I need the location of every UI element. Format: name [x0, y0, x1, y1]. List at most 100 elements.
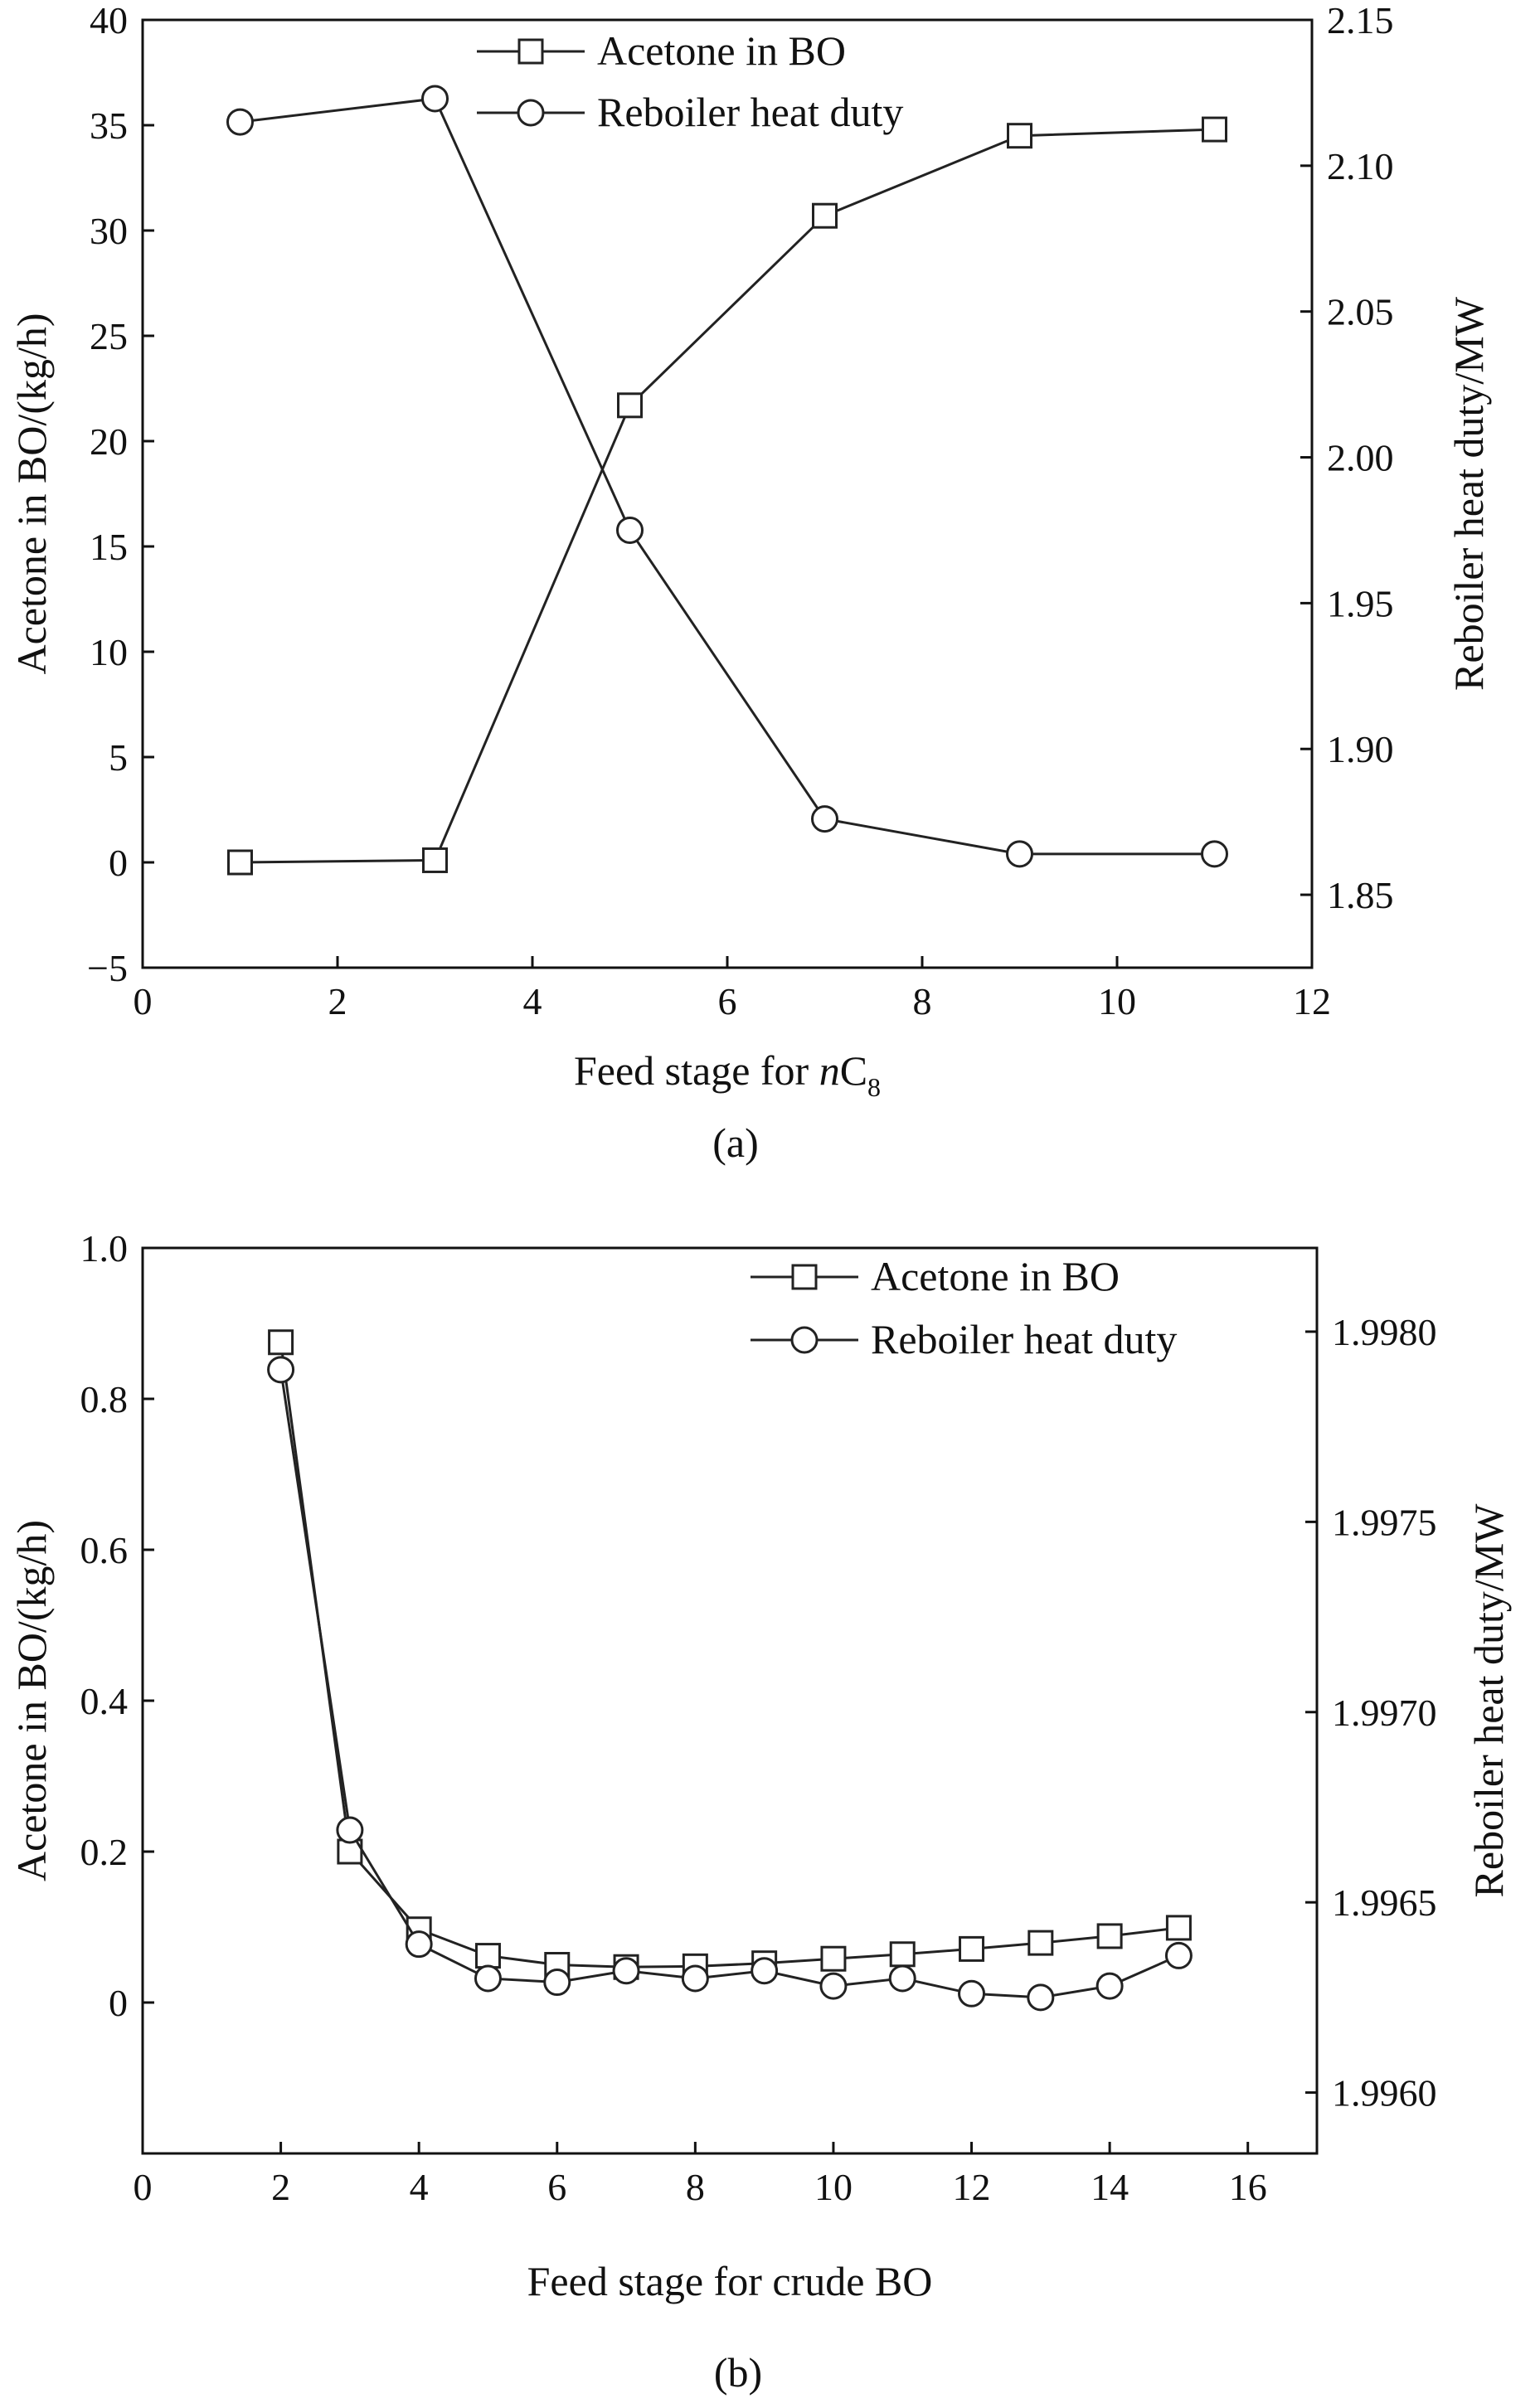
chart-a-reboiler-point	[811, 805, 838, 833]
chart-b-x-tick-label: 0	[134, 2166, 153, 2208]
chart-a-reboiler-point	[616, 516, 644, 544]
chart-b-reboiler-point	[267, 1356, 295, 1384]
chart-a-x-tick-label: 12	[1293, 980, 1331, 1022]
chart-a-y-left-tick-label: 0	[109, 842, 128, 884]
chart-b-y-right-tick-label: 1.9960	[1332, 2072, 1437, 2114]
chart-a-y-left-tick-label: 25	[90, 315, 128, 357]
chart-b-acetone-point	[1165, 1915, 1192, 1941]
chart-b-y-left-tick-label: 0.4	[80, 1680, 129, 1722]
chart-a-y-left-tick-label: 35	[90, 104, 128, 147]
chart-b-y-left-axis-title: Acetone in BO/(kg/h)	[8, 1520, 55, 1881]
chart-b-legend-acetone-label: Acetone in BO	[871, 1253, 1120, 1299]
chart-a-acetone-point	[812, 202, 838, 229]
chart-a-caption: (a)	[712, 1119, 759, 1166]
chart-b-y-right-tick-label: 1.9980	[1332, 1311, 1437, 1353]
chart-a-y-left-tick-label: 5	[109, 736, 128, 779]
chart-b-acetone-point	[959, 1935, 985, 1962]
chart-b-legend-acetone-marker	[791, 1264, 818, 1290]
chart-a-legend: Acetone in BO Reboiler heat duty	[477, 27, 903, 135]
chart-a-y-left-axis-title: Acetone in BO/(kg/h)	[8, 313, 55, 674]
chart-b-acetone-point	[474, 1943, 501, 1969]
chart-a-x-axis-title: Feed stage for nC8	[574, 1047, 881, 1102]
chart-a-acetone-point	[617, 392, 643, 419]
chart-b-y-right-tick-label: 1.9970	[1332, 1692, 1437, 1734]
chart-a-legend-reboiler-label: Reboiler heat duty	[597, 89, 903, 135]
chart-a-y-right-tick-label: 2.15	[1327, 0, 1394, 41]
chart-b-reboiler-point	[474, 1964, 502, 1993]
chart-a-y-right-axis-title: Reboiler heat duty/MW	[1445, 296, 1492, 691]
chart-a-series-acetone-line	[240, 128, 1215, 864]
chart-b-x-tick-label: 8	[686, 2166, 705, 2208]
chart-b-x-tick-label: 2	[271, 2166, 290, 2208]
chart-b-y-right-tick-label: 1.9975	[1332, 1501, 1437, 1543]
chart-b-y-left-tick-label: 0.2	[80, 1831, 129, 1873]
chart-b-reboiler-point	[958, 1979, 986, 2007]
chart-a-x-tick-label: 0	[134, 980, 153, 1022]
chart-a-y-left-tick-label: −5	[87, 947, 128, 989]
chart-b-caption: (b)	[714, 2349, 762, 2396]
chart-a-y-right-tick-label: 2.00	[1327, 437, 1394, 479]
chart-a-acetone-point	[422, 847, 448, 873]
chart-b: 0 2 4 6 8 10 12 14 16 0 0.2 0.4 0.6 0.8 1.0 1.9960 1.996…	[8, 1227, 1512, 2396]
chart-a-acetone-point	[227, 849, 253, 876]
chart-b-y-left-tick-label: 1.0	[80, 1227, 129, 1270]
chart-a-reboiler-point	[1201, 840, 1228, 868]
chart-b-reboiler-point	[819, 1972, 848, 2000]
chart-a-reboiler-point	[421, 85, 449, 113]
chart-b-y-left-tick-label: 0.8	[80, 1378, 129, 1420]
chart-b-y-right-axis-title: Reboiler heat duty/MW	[1465, 1503, 1512, 1898]
chart-a-y-right-tick-label: 1.90	[1327, 728, 1394, 770]
chart-b-x-tick-label: 14	[1091, 2166, 1129, 2208]
chart-a-y-right-tick-label: 1.85	[1327, 874, 1394, 916]
chart-a-reboiler-point	[226, 108, 254, 136]
chart-b-y-left-tick-label: 0.6	[80, 1529, 129, 1571]
chart-a-reboiler-point	[1006, 840, 1033, 868]
chart-a-legend-acetone-label: Acetone in BO	[597, 27, 846, 74]
chart-b-acetone-point	[1096, 1923, 1123, 1949]
chart-b-reboiler-point	[405, 1930, 433, 1959]
chart-a-plot-frame	[141, 18, 1314, 969]
chart-a-y-left-tick-label: 15	[90, 526, 128, 568]
chart-a-x-tick-label: 8	[913, 980, 932, 1022]
chart-a-acetone-point	[1007, 123, 1032, 149]
chart-a-legend-acetone-marker	[517, 38, 544, 65]
chart-b-series-reboiler-line	[279, 1369, 1180, 1999]
chart-b-acetone-point	[889, 1941, 916, 1968]
chart-a-y-right-tick-label: 2.05	[1327, 291, 1394, 333]
chart-b-y-right-tick-label: 1.9965	[1332, 1881, 1437, 1924]
chart-b-reboiler-point	[751, 1957, 779, 1985]
chart-b-x-tick-label: 10	[814, 2166, 853, 2208]
chart-b-plot-frame	[141, 1246, 1319, 2155]
chart-a: 0 2 4 6 8 10 12−505101520253035401.851.901.952…	[8, 0, 1492, 1166]
chart-b-reboiler-point	[681, 1964, 709, 1993]
chart-b-series-acetone-line	[279, 1342, 1179, 1969]
chart-a-series-reboiler-line	[240, 97, 1215, 856]
chart-a-legend-reboiler-marker	[517, 99, 545, 127]
chart-b-x-tick-label: 6	[547, 2166, 566, 2208]
chart-a-x-tick-label: 6	[718, 980, 737, 1022]
chart-b-reboiler-point	[336, 1816, 364, 1844]
chart-b-acetone-point	[268, 1329, 294, 1356]
chart-a-y-left-tick-label: 20	[90, 420, 128, 463]
chart-b-reboiler-point	[888, 1964, 916, 1993]
chart-a-y-left-tick-label: 10	[90, 631, 128, 673]
chart-a-x-tick-label: 2	[328, 980, 347, 1022]
chart-b-legend: Acetone in BO Reboiler heat duty	[751, 1253, 1177, 1362]
chart-b-legend-reboiler-marker	[790, 1326, 819, 1354]
chart-b-legend-reboiler-label: Reboiler heat duty	[871, 1316, 1177, 1362]
chart-b-x-tick-label: 4	[410, 2166, 429, 2208]
chart-b-y-left-tick-label: 0	[109, 1982, 128, 2024]
chart-b-x-axis-title: Feed stage for crude BO	[527, 2258, 933, 2304]
chart-b-acetone-point	[1027, 1930, 1054, 1956]
chart-a-x-tick-label: 4	[523, 980, 542, 1022]
chart-b-acetone-point	[820, 1945, 847, 1972]
chart-a-y-right-tick-label: 1.95	[1327, 582, 1394, 624]
chart-b-x-tick-label: 16	[1229, 2166, 1267, 2208]
chart-b-x-tick-label: 12	[953, 2166, 991, 2208]
chart-a-y-left-tick-label: 40	[90, 0, 128, 41]
chart-b-reboiler-point	[1095, 1972, 1124, 2000]
chart-b-reboiler-point	[543, 1969, 571, 1997]
chart-a-x-tick-label: 10	[1098, 980, 1136, 1022]
